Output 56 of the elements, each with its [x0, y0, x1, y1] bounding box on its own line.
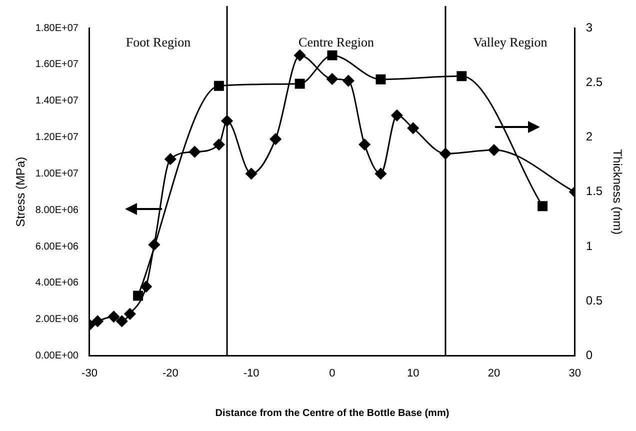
x-tick-label: 0: [329, 367, 336, 380]
y-tick-label: 1.80E+07: [35, 22, 79, 34]
point: [488, 144, 500, 156]
point: [140, 280, 152, 292]
point: [124, 308, 136, 320]
y-tick-label: 1.40E+07: [35, 96, 79, 107]
point: [92, 315, 104, 327]
x-axis-title: Distance from the Centre of the Bottle Base (mm): [215, 408, 450, 419]
y2-tick-label: 2: [586, 130, 593, 144]
annotation: Centre Region: [298, 34, 374, 50]
point: [164, 153, 176, 165]
point: [214, 80, 224, 91]
point: [116, 315, 128, 327]
y-tick-label: 1.60E+07: [35, 59, 79, 70]
point: [375, 168, 386, 180]
x-tick-label: 10: [406, 367, 420, 380]
point: [294, 78, 305, 89]
point: [326, 73, 338, 85]
annotation: Valley Region: [473, 34, 548, 50]
point: [188, 146, 200, 158]
point: [270, 133, 282, 145]
y-tick-label: 6.00E+06: [35, 241, 79, 252]
y-tick-label: 0.00E+00: [35, 350, 79, 362]
x-tick-label: -30: [82, 367, 98, 380]
point: [407, 122, 419, 134]
y-tick-label: 1.20E+07: [35, 132, 79, 144]
point: [456, 71, 467, 82]
point: [327, 50, 338, 60]
x-tick-label: -10: [243, 367, 260, 380]
y2-tick-label: 1: [586, 238, 593, 253]
point: [246, 168, 258, 180]
point: [108, 310, 120, 322]
x-tick-label: 30: [568, 367, 582, 380]
point: [294, 50, 306, 62]
point: [376, 74, 386, 84]
y-tick-label: 1.00E+07: [35, 168, 79, 180]
point: [133, 290, 144, 301]
y-tick-label: 8.00E+06: [35, 204, 79, 216]
y2-tick-label: 0.5: [586, 293, 603, 308]
y2-tick-label: 0: [586, 348, 593, 362]
y2-tick-label: 2.5: [586, 74, 603, 89]
annotation: Foot Region: [126, 34, 192, 50]
x-tick-label: 20: [488, 367, 500, 380]
y2-axis-title: Thickness (mm): [610, 149, 624, 235]
point: [342, 75, 354, 87]
y-axis-title: Stress (MPa): [14, 156, 28, 227]
x-tick-label: -20: [162, 367, 178, 380]
y-tick-label: 2.00E+06: [35, 314, 79, 326]
point: [213, 138, 225, 150]
point: [148, 238, 160, 250]
point: [358, 138, 370, 150]
y-tick-label: 4.00E+06: [35, 278, 79, 289]
point: [391, 110, 403, 122]
y2-tick-label: 1.5: [586, 184, 603, 198]
y2-tick-label: 3: [586, 20, 593, 34]
point: [538, 201, 548, 212]
